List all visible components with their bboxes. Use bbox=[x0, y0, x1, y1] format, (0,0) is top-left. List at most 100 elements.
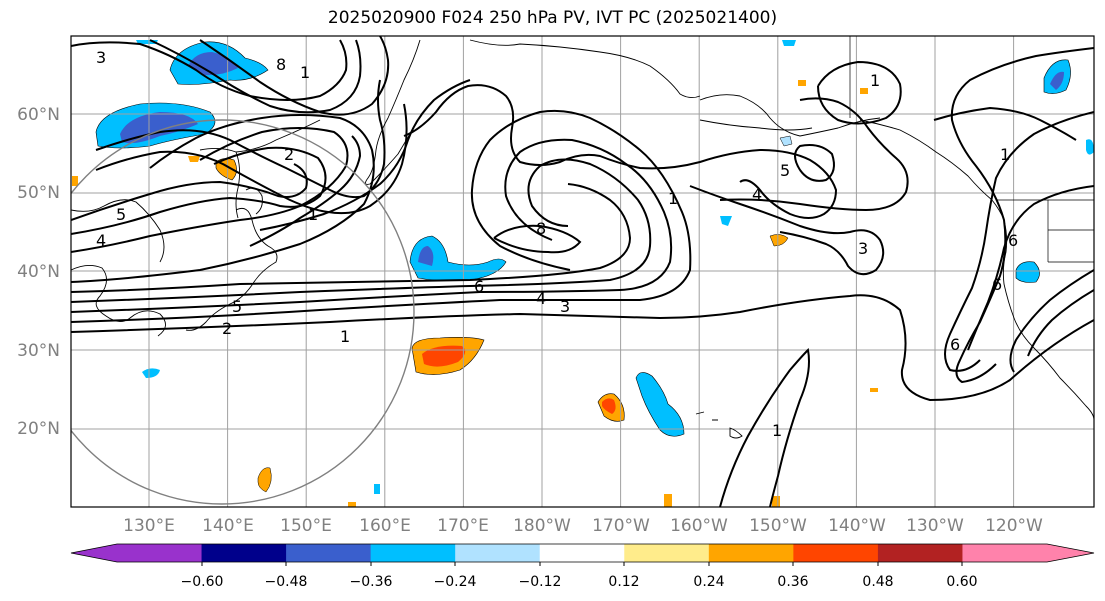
pv-contour bbox=[199, 36, 390, 116]
pv-contour bbox=[95, 103, 408, 215]
contour-label: 3 bbox=[560, 297, 570, 316]
pv-contour bbox=[794, 144, 835, 182]
contour-label: 4 bbox=[536, 289, 546, 308]
ivt-positive-core bbox=[602, 398, 616, 414]
contour-label: 5 bbox=[232, 297, 242, 316]
pv-contour bbox=[149, 39, 362, 114]
lon-label: 140°E bbox=[202, 516, 254, 536]
colorbar-segment bbox=[962, 544, 1048, 562]
lon-label: 160°E bbox=[359, 516, 411, 536]
ivt-negative-core bbox=[418, 246, 434, 266]
contour-label: 3 bbox=[96, 48, 106, 67]
contour-label: 1 bbox=[308, 205, 318, 224]
lon-label: 150°W bbox=[749, 516, 807, 536]
colorbar-extend-low bbox=[71, 544, 117, 562]
contour-label: 5 bbox=[116, 205, 126, 224]
contour-label: 1 bbox=[1000, 145, 1010, 164]
contour-label: 1 bbox=[870, 71, 880, 90]
colorbar-tick-label: −0.24 bbox=[434, 574, 477, 590]
contour-label: 6 bbox=[1008, 231, 1018, 250]
coastline-alaska-south bbox=[859, 119, 1005, 221]
pv-contour bbox=[950, 47, 1094, 384]
colorbar-ticks: −0.60 −0.48 −0.36 −0.24 −0.12 0.12 0.24 … bbox=[181, 574, 978, 590]
ivt-positive-small bbox=[860, 88, 868, 94]
coastline-hawaii bbox=[695, 411, 743, 439]
pv-contour bbox=[493, 224, 582, 254]
colorbar-segment bbox=[793, 544, 879, 562]
lon-label: 120°W bbox=[985, 516, 1043, 536]
ivt-negative-region bbox=[1015, 261, 1040, 283]
colorbar bbox=[70, 543, 1095, 566]
pv-contour bbox=[944, 111, 1094, 372]
lon-label: 140°W bbox=[828, 516, 886, 536]
contour-label: 6 bbox=[950, 335, 960, 354]
contour-label: 6 bbox=[992, 275, 1002, 294]
pv-contour bbox=[933, 106, 1077, 141]
lat-label: 50°N bbox=[17, 183, 60, 203]
pv-contour bbox=[249, 135, 362, 247]
pv-contour bbox=[259, 79, 471, 231]
lon-label: 170°E bbox=[437, 516, 489, 536]
ivt-shading bbox=[72, 40, 1094, 507]
coastline-korea-china bbox=[71, 199, 165, 263]
contour-label: 6 bbox=[474, 277, 484, 296]
colorbar-segment bbox=[117, 544, 203, 562]
ivt-positive-small bbox=[348, 502, 356, 507]
contour-label: 1 bbox=[340, 327, 350, 346]
ivt-positive-small bbox=[798, 80, 806, 86]
ivt-negative-small bbox=[782, 40, 796, 46]
contour-label: 8 bbox=[276, 55, 286, 74]
pv-contour bbox=[71, 183, 632, 293]
colorbar-tick-label: 0.12 bbox=[608, 574, 639, 590]
colorbar-segment bbox=[624, 544, 710, 562]
colorbar-tick-label: 0.24 bbox=[693, 574, 724, 590]
colorbar-outline bbox=[70, 543, 1095, 563]
lon-label: 180°W bbox=[513, 516, 571, 536]
ivt-positive-small bbox=[664, 494, 672, 507]
lat-label: 40°N bbox=[17, 262, 60, 282]
pv-contour bbox=[71, 158, 652, 303]
map-content: 3 8 1 2 1 5 4 8 6 4 3 2 1 5 4 3 1 1 6 6 … bbox=[71, 36, 1094, 507]
longitude-labels: 130°E 140°E 150°E 160°E 170°E 180°W 170°… bbox=[123, 516, 1043, 536]
coastline-alaska-peninsula bbox=[699, 119, 813, 131]
coastline-sakhalin bbox=[235, 151, 241, 219]
contour-label: 5 bbox=[780, 161, 790, 180]
pv-contour bbox=[967, 185, 1094, 351]
ivt-positive-small bbox=[257, 467, 272, 493]
pv-contour bbox=[71, 294, 1094, 402]
lon-label: 130°W bbox=[906, 516, 964, 536]
pv-contour-labels: 3 8 1 2 1 5 4 8 6 4 3 2 1 5 4 3 1 1 6 6 … bbox=[96, 48, 1018, 440]
pv-contour bbox=[95, 79, 386, 199]
contour-label: 2 bbox=[222, 319, 232, 338]
colorbar-tick-label: 0.36 bbox=[777, 574, 808, 590]
colorbar-segment bbox=[877, 544, 963, 562]
ivt-positive-small bbox=[870, 388, 878, 392]
ivt-negative-small bbox=[720, 216, 732, 226]
lon-label: 170°W bbox=[592, 516, 650, 536]
map-frame bbox=[70, 35, 1095, 508]
pv-contour bbox=[71, 163, 308, 221]
ivt-negative-region bbox=[1086, 139, 1094, 155]
lat-label: 30°N bbox=[17, 341, 60, 361]
map-title: 2025020900 F024 250 hPa PV, IVT PC (2025… bbox=[327, 8, 778, 28]
contour-label: 4 bbox=[96, 231, 106, 250]
colorbar-segment bbox=[539, 544, 625, 562]
contour-label: 1 bbox=[668, 189, 678, 208]
ivt-negative-small bbox=[779, 135, 793, 147]
pv-contour bbox=[719, 97, 909, 212]
contour-label: 1 bbox=[772, 421, 782, 440]
range-ring bbox=[71, 119, 415, 505]
colorbar-tick-label: −0.36 bbox=[350, 574, 393, 590]
colorbar-tick-label: 0.60 bbox=[946, 574, 977, 590]
colorbar-segment bbox=[708, 544, 794, 562]
pv-contour bbox=[689, 185, 885, 276]
contour-label: 3 bbox=[858, 239, 868, 258]
lat-label: 20°N bbox=[17, 419, 60, 439]
pv-contour bbox=[71, 138, 673, 313]
ivt-negative-small bbox=[374, 484, 380, 494]
pv-contour bbox=[1009, 269, 1094, 373]
colorbar-segment bbox=[201, 544, 287, 562]
ivt-negative-small bbox=[142, 368, 160, 378]
colorbar-extend-high bbox=[1047, 544, 1094, 562]
